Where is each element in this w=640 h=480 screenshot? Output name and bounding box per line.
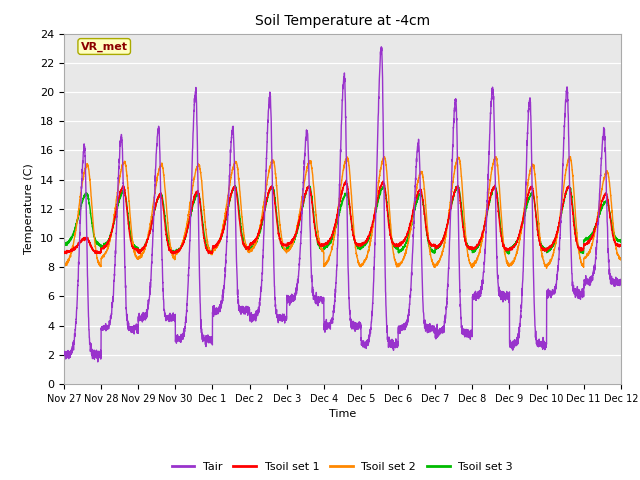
- Legend: Tair, Tsoil set 1, Tsoil set 2, Tsoil set 3: Tair, Tsoil set 1, Tsoil set 2, Tsoil se…: [167, 457, 518, 477]
- Title: Soil Temperature at -4cm: Soil Temperature at -4cm: [255, 14, 430, 28]
- Text: VR_met: VR_met: [81, 41, 128, 52]
- Y-axis label: Temperature (C): Temperature (C): [24, 163, 35, 254]
- X-axis label: Time: Time: [329, 409, 356, 419]
